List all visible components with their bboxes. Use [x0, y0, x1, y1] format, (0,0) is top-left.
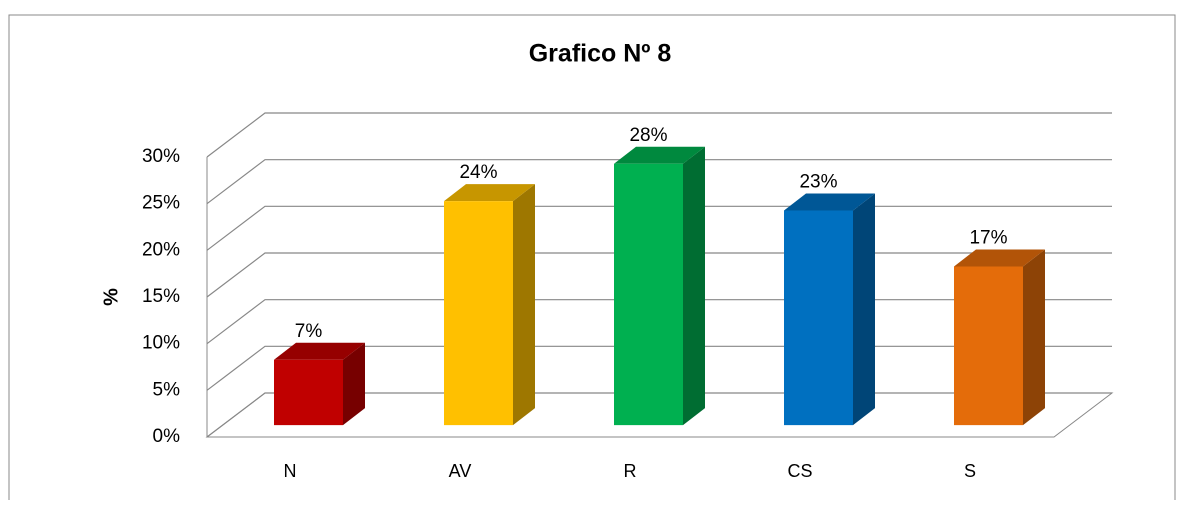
- bar: [784, 193, 875, 426]
- bar-side: [513, 184, 535, 426]
- bar-top: [784, 193, 875, 211]
- bar-side: [853, 193, 875, 426]
- x-tick-label: N: [284, 461, 297, 481]
- x-tick-label: S: [964, 461, 976, 481]
- bar-front: [274, 359, 343, 426]
- value-label: 24%: [459, 162, 497, 183]
- value-label: 7%: [295, 321, 323, 342]
- y-tick-label: 20%: [142, 239, 180, 260]
- x-tick-label: AV: [449, 461, 472, 481]
- value-label: 28%: [629, 125, 667, 146]
- bar-top: [954, 249, 1045, 267]
- bar-side: [1023, 249, 1045, 426]
- x-tick-label: CS: [787, 461, 812, 481]
- bar-front: [954, 266, 1023, 426]
- y-tick-label: 0%: [153, 426, 181, 447]
- value-label: 17%: [969, 227, 1007, 248]
- bar-side: [683, 146, 705, 426]
- bar-front: [614, 163, 683, 426]
- value-label: 23%: [799, 171, 837, 192]
- y-tick-label: 5%: [153, 379, 181, 400]
- bar-top: [444, 184, 535, 202]
- bar: [614, 146, 705, 426]
- bar-front: [444, 201, 513, 426]
- bar: [444, 184, 535, 426]
- y-tick-label: 15%: [142, 286, 180, 307]
- chart-title: Grafico Nº 8: [529, 40, 672, 68]
- y-tick-label: 10%: [142, 333, 180, 354]
- bar-top: [274, 342, 365, 360]
- y-axis-label: %: [100, 288, 122, 306]
- x-tick-label: R: [624, 461, 637, 481]
- bar-top: [614, 146, 705, 164]
- bar: [274, 342, 365, 426]
- bar-front: [784, 210, 853, 426]
- bar-side: [343, 342, 365, 426]
- y-tick-label: 30%: [142, 146, 180, 167]
- grid-line: [206, 112, 1112, 158]
- chart-border: [8, 14, 1176, 500]
- grid-line: [206, 159, 1112, 205]
- bar: [954, 249, 1045, 426]
- y-tick-label: 25%: [142, 193, 180, 214]
